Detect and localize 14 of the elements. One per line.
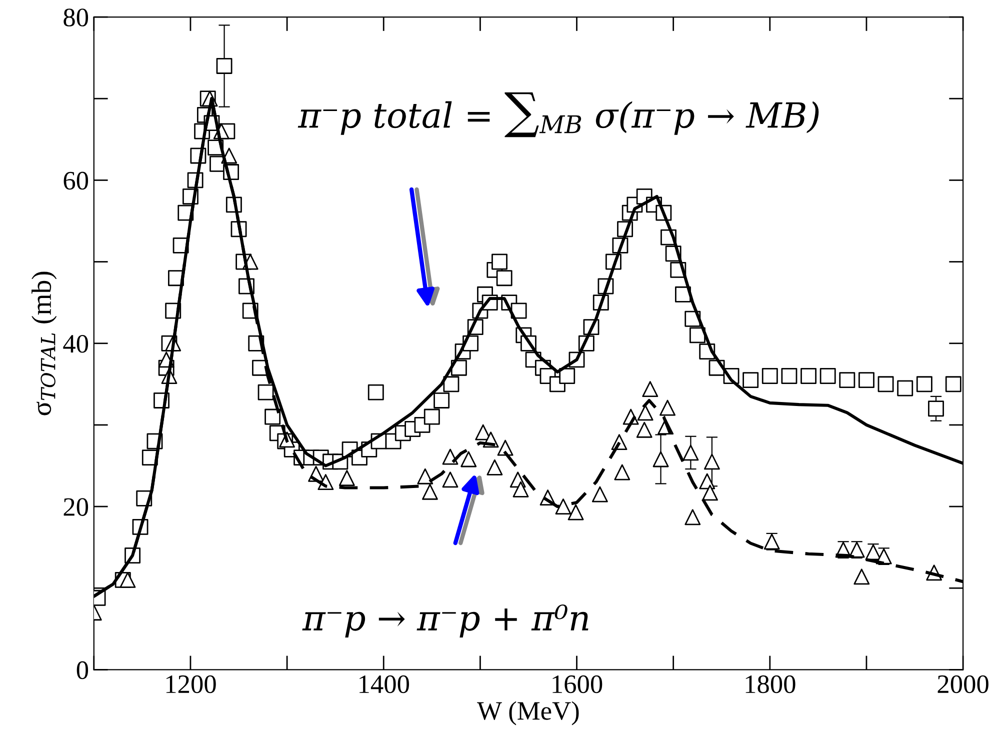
x-tick-label: 1800 — [746, 675, 796, 694]
y-tick-label: 20 — [64, 498, 88, 516]
annotation: π⁻p → π⁻p + π⁰n — [302, 604, 588, 638]
x-tick-label: 1400 — [360, 675, 409, 694]
x-tick-label: 1200 — [166, 675, 216, 694]
annotation: π⁻p total = ∑$_{MB}$ σ(π⁻p → MB) — [298, 92, 819, 138]
y-tick-label: 0 — [76, 661, 88, 680]
y-axis-title: σ$_{TOTAL}$ (mb) — [32, 272, 57, 416]
y-tick-label: 40 — [63, 334, 88, 353]
y-tick-label: 80 — [64, 8, 88, 26]
y-tick-label: 60 — [64, 172, 88, 190]
x-axis-title: W (MeV) — [477, 701, 579, 726]
x-tick-label: 1600 — [552, 675, 602, 694]
x-tick-label: 2000 — [938, 675, 988, 694]
